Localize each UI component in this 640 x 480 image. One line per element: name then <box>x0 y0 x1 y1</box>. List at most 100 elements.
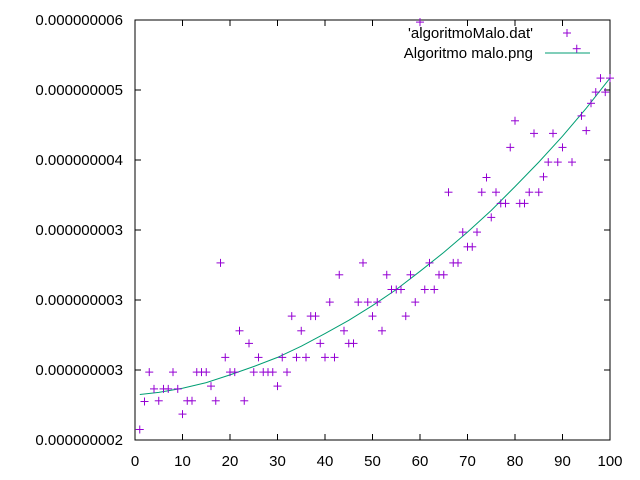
y-tick-label: 0.000000002 <box>35 432 123 449</box>
legend-marker-plus <box>563 29 571 37</box>
x-tick-label: 40 <box>317 453 334 470</box>
data-point <box>525 188 534 197</box>
data-point <box>173 384 182 393</box>
data-point <box>211 396 220 405</box>
data-point <box>501 199 510 208</box>
axis-tick-labels: 0 10 20 30 40 50 60 70 80 90 100 0.000000002 0.00000… <box>35 12 622 470</box>
data-point <box>425 258 434 267</box>
data-point <box>283 368 291 377</box>
y-tick-label: 0.000000005 <box>35 82 123 99</box>
data-point <box>401 312 410 321</box>
x-tick-label: 70 <box>459 453 476 470</box>
data-point <box>245 339 253 348</box>
y-tick-label: 0.000000003 <box>35 222 123 239</box>
x-tick-label: 0 <box>131 453 139 470</box>
data-point <box>373 298 382 307</box>
data-point <box>511 116 519 125</box>
data-point <box>254 353 263 362</box>
data-point <box>330 353 339 362</box>
x-tick-label: 10 <box>174 453 191 470</box>
data-point <box>221 353 230 362</box>
data-point <box>311 312 320 321</box>
data-point <box>454 258 462 267</box>
data-point <box>240 396 249 405</box>
data-point <box>363 298 372 307</box>
data-point <box>249 368 258 377</box>
data-point <box>553 158 562 167</box>
fit-line <box>139 77 611 395</box>
data-point <box>568 158 576 167</box>
data-point <box>321 353 329 362</box>
data-point <box>202 368 211 377</box>
data-point <box>416 18 424 27</box>
data-point <box>558 143 567 152</box>
data-point <box>188 396 196 405</box>
data-point <box>492 188 500 197</box>
data-point <box>549 129 557 138</box>
data-point <box>487 213 496 222</box>
data-points-series <box>135 18 614 434</box>
data-point <box>530 129 538 138</box>
data-point <box>164 384 173 393</box>
data-point <box>150 384 158 393</box>
legend: 'algoritmoMalo.dat' Algoritmo malo.png <box>404 25 590 62</box>
data-point <box>140 397 149 406</box>
data-point <box>406 270 415 279</box>
data-point <box>230 368 239 377</box>
y-tick-label: 0.000000004 <box>35 152 123 169</box>
data-point <box>154 396 163 405</box>
data-point <box>430 285 439 294</box>
x-tick-label: 90 <box>554 453 571 470</box>
data-point <box>287 312 296 321</box>
fit-line-series <box>139 77 611 395</box>
data-point <box>468 242 477 251</box>
legend-label-fit: Algoritmo malo.png <box>404 45 533 62</box>
x-tick-label: 80 <box>507 453 524 470</box>
data-point <box>587 99 595 108</box>
y-tick-label: 0.000000006 <box>35 12 123 29</box>
data-point <box>482 173 491 182</box>
x-tick-label: 20 <box>222 453 239 470</box>
data-point <box>397 285 405 294</box>
data-point <box>520 199 529 208</box>
data-point <box>316 339 325 348</box>
data-point <box>577 111 586 120</box>
data-point <box>325 298 334 307</box>
y-tick-label: 0.000000003 <box>35 362 123 379</box>
data-point <box>473 228 481 237</box>
data-point <box>297 326 306 335</box>
data-point <box>278 353 287 362</box>
plot-frame <box>134 19 611 441</box>
data-point <box>292 353 301 362</box>
data-point <box>539 172 548 181</box>
legend-label-data: 'algoritmoMalo.dat' <box>408 25 533 42</box>
data-point <box>420 285 429 294</box>
data-point <box>411 298 420 307</box>
data-point <box>596 74 605 83</box>
data-point <box>382 270 391 279</box>
data-point <box>606 74 614 83</box>
x-tick-label: 100 <box>597 453 622 470</box>
data-point <box>544 158 553 167</box>
data-point <box>169 368 177 377</box>
data-point <box>378 326 386 335</box>
data-point <box>359 258 367 267</box>
data-point <box>534 188 543 197</box>
x-tick-label: 50 <box>364 453 381 470</box>
data-point <box>444 188 453 197</box>
data-point <box>368 312 377 321</box>
data-point <box>591 88 600 97</box>
data-point <box>145 368 154 377</box>
data-point <box>477 188 486 197</box>
data-point <box>354 298 363 307</box>
data-point <box>178 410 187 419</box>
data-point <box>572 44 581 53</box>
data-point <box>349 339 358 348</box>
data-point <box>207 382 215 391</box>
data-point <box>335 270 344 279</box>
axis-ticks <box>134 19 611 441</box>
legend-plus-marker <box>563 29 571 37</box>
data-point <box>216 258 225 267</box>
data-point <box>235 326 244 335</box>
